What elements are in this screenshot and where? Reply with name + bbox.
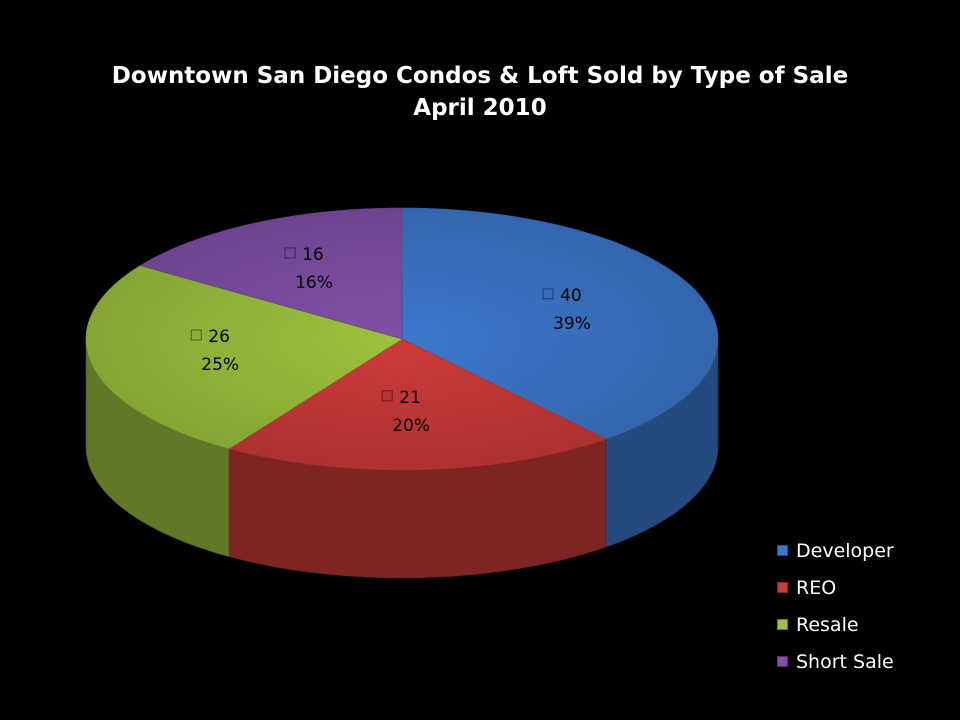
data-label-value-developer: 40 [560, 286, 582, 306]
pie-sides [85, 338, 719, 579]
data-label-value-short-sale: 16 [302, 245, 324, 265]
legend-swatch-developer [777, 545, 788, 556]
pie-tops [85, 207, 719, 471]
legend-label-resale: Resale [796, 613, 859, 636]
data-label-percent-developer: 39% [553, 314, 591, 334]
pie-slice-short-sale [139, 207, 403, 340]
data-label-percent-short-sale: 16% [295, 273, 333, 293]
data-label-key-short-sale [284, 247, 296, 259]
legend-swatch-short-sale [777, 656, 788, 667]
data-label-value-reo: 21 [399, 388, 421, 408]
pie-slice-developer [401, 207, 719, 440]
pie-slice-resale [85, 265, 403, 449]
data-label-key-developer [542, 288, 554, 300]
data-label-percent-reo: 20% [392, 416, 430, 436]
chart-subtitle: April 2010 [413, 95, 547, 121]
pie-slice-reo [228, 338, 607, 471]
legend-item-developer: Developer [777, 532, 894, 569]
legend-label-developer: Developer [796, 539, 894, 562]
chart-title-line: Downtown San Diego Condos & Loft Sold by… [111, 63, 849, 89]
legend-swatch-resale [777, 619, 788, 630]
data-label-key-reo [381, 390, 393, 402]
legend-swatch-reo [777, 582, 788, 593]
legend-item-short-sale: Short Sale [777, 643, 894, 680]
data-label-key-resale [190, 329, 202, 341]
legend: Developer REO Resale Short Sale [777, 532, 894, 680]
legend-label-reo: REO [796, 576, 837, 599]
legend-label-short-sale: Short Sale [796, 650, 894, 673]
chart-title: Downtown San Diego Condos & Loft Sold by… [0, 60, 960, 124]
legend-item-resale: Resale [777, 606, 894, 643]
legend-item-reo: REO [777, 569, 894, 606]
data-label-percent-resale: 25% [201, 355, 239, 375]
data-label-value-resale: 26 [208, 327, 230, 347]
